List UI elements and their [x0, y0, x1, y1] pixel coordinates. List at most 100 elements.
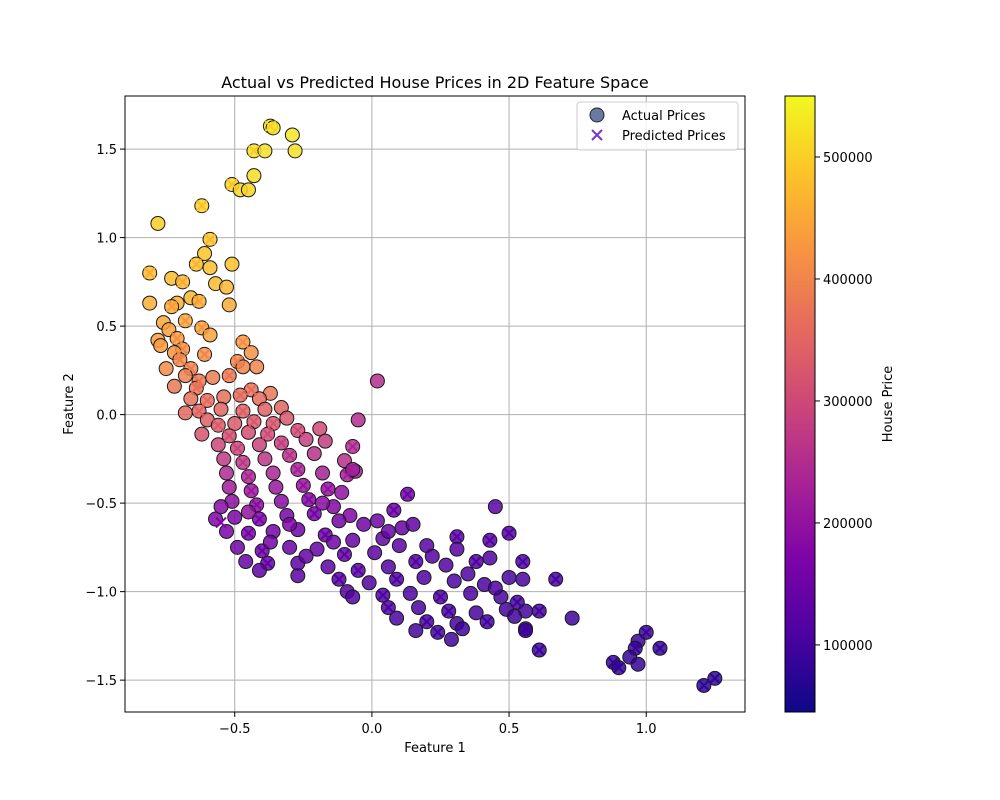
predicted-price-point: [176, 343, 189, 355]
predicted-price-point: [451, 531, 463, 543]
predicted-price-point: [201, 394, 214, 407]
actual-price-point: [282, 516, 298, 532]
predicted-price-point: [248, 145, 260, 157]
legend-marker-predicted: [591, 129, 603, 141]
predicted-price-point: [223, 430, 235, 442]
actual-price-point: [309, 541, 325, 557]
actual-price-point: [331, 513, 347, 529]
predicted-price-point: [245, 384, 257, 396]
actual-price-point: [257, 401, 273, 417]
actual-price-point: [369, 373, 385, 389]
y-tick-label: 0.0: [96, 409, 117, 424]
actual-price-point: [443, 631, 459, 647]
actual-price-point: [219, 465, 235, 481]
actual-price-point: [630, 656, 646, 672]
predicted-price-point: [171, 332, 183, 345]
actual-price-point: [268, 479, 284, 495]
actual-price-point: [227, 509, 243, 525]
actual-price-point: [183, 391, 199, 407]
actual-price-point: [221, 297, 237, 313]
actual-price-point: [507, 608, 523, 624]
predicted-price-point: [640, 626, 652, 639]
predicted-price-point: [248, 415, 260, 428]
actual-price-point: [411, 600, 427, 616]
x-tick-label: 0.5: [499, 722, 520, 737]
actual-price-point: [391, 538, 407, 554]
actual-price-point: [177, 368, 193, 384]
actual-price-point: [468, 605, 484, 621]
legend-label-predicted: Predicted Prices: [622, 129, 726, 144]
predicted-price-point: [185, 362, 197, 375]
actual-price-point: [282, 539, 298, 555]
predicted-price-point: [333, 573, 345, 585]
actual-price-point: [446, 573, 462, 589]
predicted-price-point: [226, 178, 238, 191]
colorbar-tick-label: 100000: [823, 639, 873, 654]
actual-price-point: [150, 215, 166, 231]
actual-price-point: [416, 569, 432, 585]
actual-price-point: [389, 610, 405, 626]
y-tick-label: 1.0: [96, 232, 117, 247]
predicted-price-point: [250, 499, 263, 511]
predicted-price-point: [264, 120, 277, 132]
colorbar-tick-label: 200000: [823, 517, 873, 532]
actual-price-point: [262, 534, 278, 550]
actual-price-point: [501, 569, 517, 585]
predicted-price-point: [698, 679, 710, 692]
predicted-price-point: [234, 389, 246, 401]
actual-price-point: [251, 437, 267, 453]
actual-price-point: [449, 541, 465, 557]
actual-price-point: [306, 446, 322, 462]
predicted-price-point: [196, 322, 208, 334]
predicted-price-point: [204, 233, 216, 246]
actual-price-point: [265, 465, 281, 481]
actual-price-point: [238, 554, 254, 570]
colorbar-gradient: [784, 95, 816, 713]
colorbar-tick-label: 500000: [823, 151, 873, 166]
actual-price-point: [405, 516, 421, 532]
legend: Actual Prices Predicted Prices: [576, 101, 739, 151]
chart-title: Actual vs Predicted House Prices in 2D F…: [221, 73, 649, 92]
actual-price-point: [487, 580, 503, 596]
actual-price-point: [315, 465, 331, 481]
predicted-price-point: [215, 516, 227, 529]
actual-price-point: [408, 623, 424, 639]
actual-price-point: [219, 523, 235, 539]
actual-price-point: [290, 568, 306, 584]
actual-price-point: [317, 433, 333, 449]
actual-price-point: [224, 256, 240, 272]
predicted-price-point: [193, 405, 205, 417]
actual-price-point: [287, 143, 303, 159]
predicted-price-point: [377, 589, 389, 601]
predicted-price-point: [519, 623, 532, 635]
predicted-price-point: [196, 200, 208, 212]
predicted-price-point: [283, 449, 296, 462]
actual-price-point: [482, 550, 498, 566]
predicted-price-point: [503, 527, 515, 539]
actual-price-point: [208, 511, 224, 527]
actual-price-point: [518, 623, 534, 639]
actual-price-point: [350, 412, 366, 428]
actual-price-point: [460, 566, 476, 582]
predicted-price-point: [253, 513, 266, 525]
actual-price-point: [345, 532, 361, 548]
actual-price-point: [153, 338, 169, 354]
actual-price-point: [240, 424, 256, 440]
predicted-price-point: [390, 573, 403, 585]
predicted-price-point: [484, 534, 496, 547]
actual-price-point: [210, 437, 226, 453]
predicted-price-point: [410, 555, 422, 568]
predicted-price-point: [629, 642, 641, 654]
legend-label-actual: Actual Prices: [622, 109, 706, 124]
predicted-price-point: [401, 488, 414, 500]
x-axis-label: Feature 1: [404, 741, 466, 756]
actual-price-point: [320, 559, 336, 575]
predicted-price-point: [237, 456, 249, 469]
predicted-price-point: [245, 485, 257, 497]
actual-price-point: [361, 575, 377, 591]
predicted-price-point: [198, 348, 211, 361]
x-tick-label: 0.0: [362, 722, 383, 737]
actual-price-point: [380, 523, 396, 539]
actual-price-point: [345, 589, 361, 605]
